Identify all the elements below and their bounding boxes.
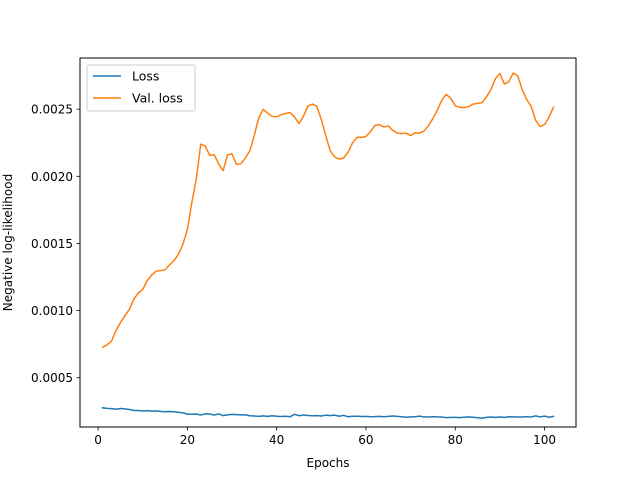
y-tick-label: 0.0005 xyxy=(31,371,73,385)
y-tick-label: 0.0020 xyxy=(31,170,73,184)
plot-frame xyxy=(79,57,577,428)
x-tick-label: 80 xyxy=(448,433,463,447)
series-layer xyxy=(101,72,555,419)
x-tick-label: 60 xyxy=(358,433,373,447)
x-axis-ticks: 0 20 40 60 80 100 xyxy=(94,427,556,447)
x-tick-label: 100 xyxy=(533,433,556,447)
legend-label-loss: Loss xyxy=(132,69,159,84)
y-tick-label: 0.0010 xyxy=(31,304,73,318)
y-axis-label: Negative log-likelihood xyxy=(1,174,15,311)
x-tick-label: 40 xyxy=(269,433,284,447)
plot-area xyxy=(80,58,576,427)
y-tick-label: 0.0025 xyxy=(31,103,73,117)
series-line-val-loss xyxy=(101,72,555,349)
series-line-loss xyxy=(101,406,555,419)
y-axis-ticks: 0.0005 0.0010 0.0015 0.0020 0.0025 xyxy=(31,103,80,385)
x-tick-label: 0 xyxy=(94,433,102,447)
x-axis-label: Epochs xyxy=(307,456,350,470)
legend-label-val-loss: Val. loss xyxy=(132,91,183,106)
x-tick-label: 20 xyxy=(180,433,195,447)
legend: Loss Val. loss xyxy=(86,64,196,112)
y-tick-label: 0.0015 xyxy=(31,237,73,251)
